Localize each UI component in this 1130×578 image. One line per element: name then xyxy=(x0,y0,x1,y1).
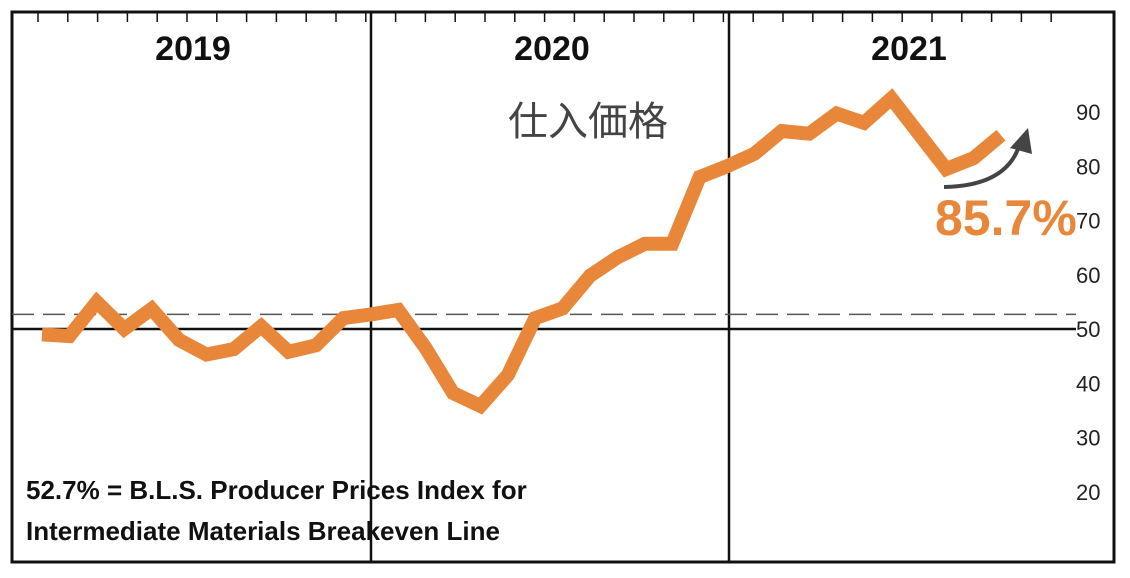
y-tick-label: 50 xyxy=(1076,317,1100,342)
year-label-2021: 2021 xyxy=(871,30,947,68)
latest-value-label: 85.7% xyxy=(935,190,1077,246)
y-tick-label: 90 xyxy=(1076,100,1100,125)
y-tick-label: 70 xyxy=(1076,209,1100,234)
y-tick-label: 20 xyxy=(1076,480,1100,505)
y-tick-label: 80 xyxy=(1076,154,1100,179)
note-line-1: 52.7% = B.L.S. Producer Prices Index for xyxy=(26,475,527,505)
month-ticks xyxy=(37,12,1052,22)
trend-arrow-head-icon xyxy=(1010,128,1032,154)
note-line-2: Intermediate Materials Breakeven Line xyxy=(26,516,500,546)
y-tick-label: 60 xyxy=(1076,263,1100,288)
y-axis-labels: 20 30 40 50 60 70 80 90 xyxy=(1076,100,1100,505)
chart-title: 仕入価格 xyxy=(508,99,668,145)
trend-arrow xyxy=(943,142,1022,189)
y-tick-label: 40 xyxy=(1076,371,1100,396)
plot-frame xyxy=(10,10,1116,564)
y-tick-label: 30 xyxy=(1076,426,1100,451)
year-label-2019: 2019 xyxy=(155,30,231,68)
series-line xyxy=(41,88,1006,415)
year-label-2020: 2020 xyxy=(514,30,590,68)
